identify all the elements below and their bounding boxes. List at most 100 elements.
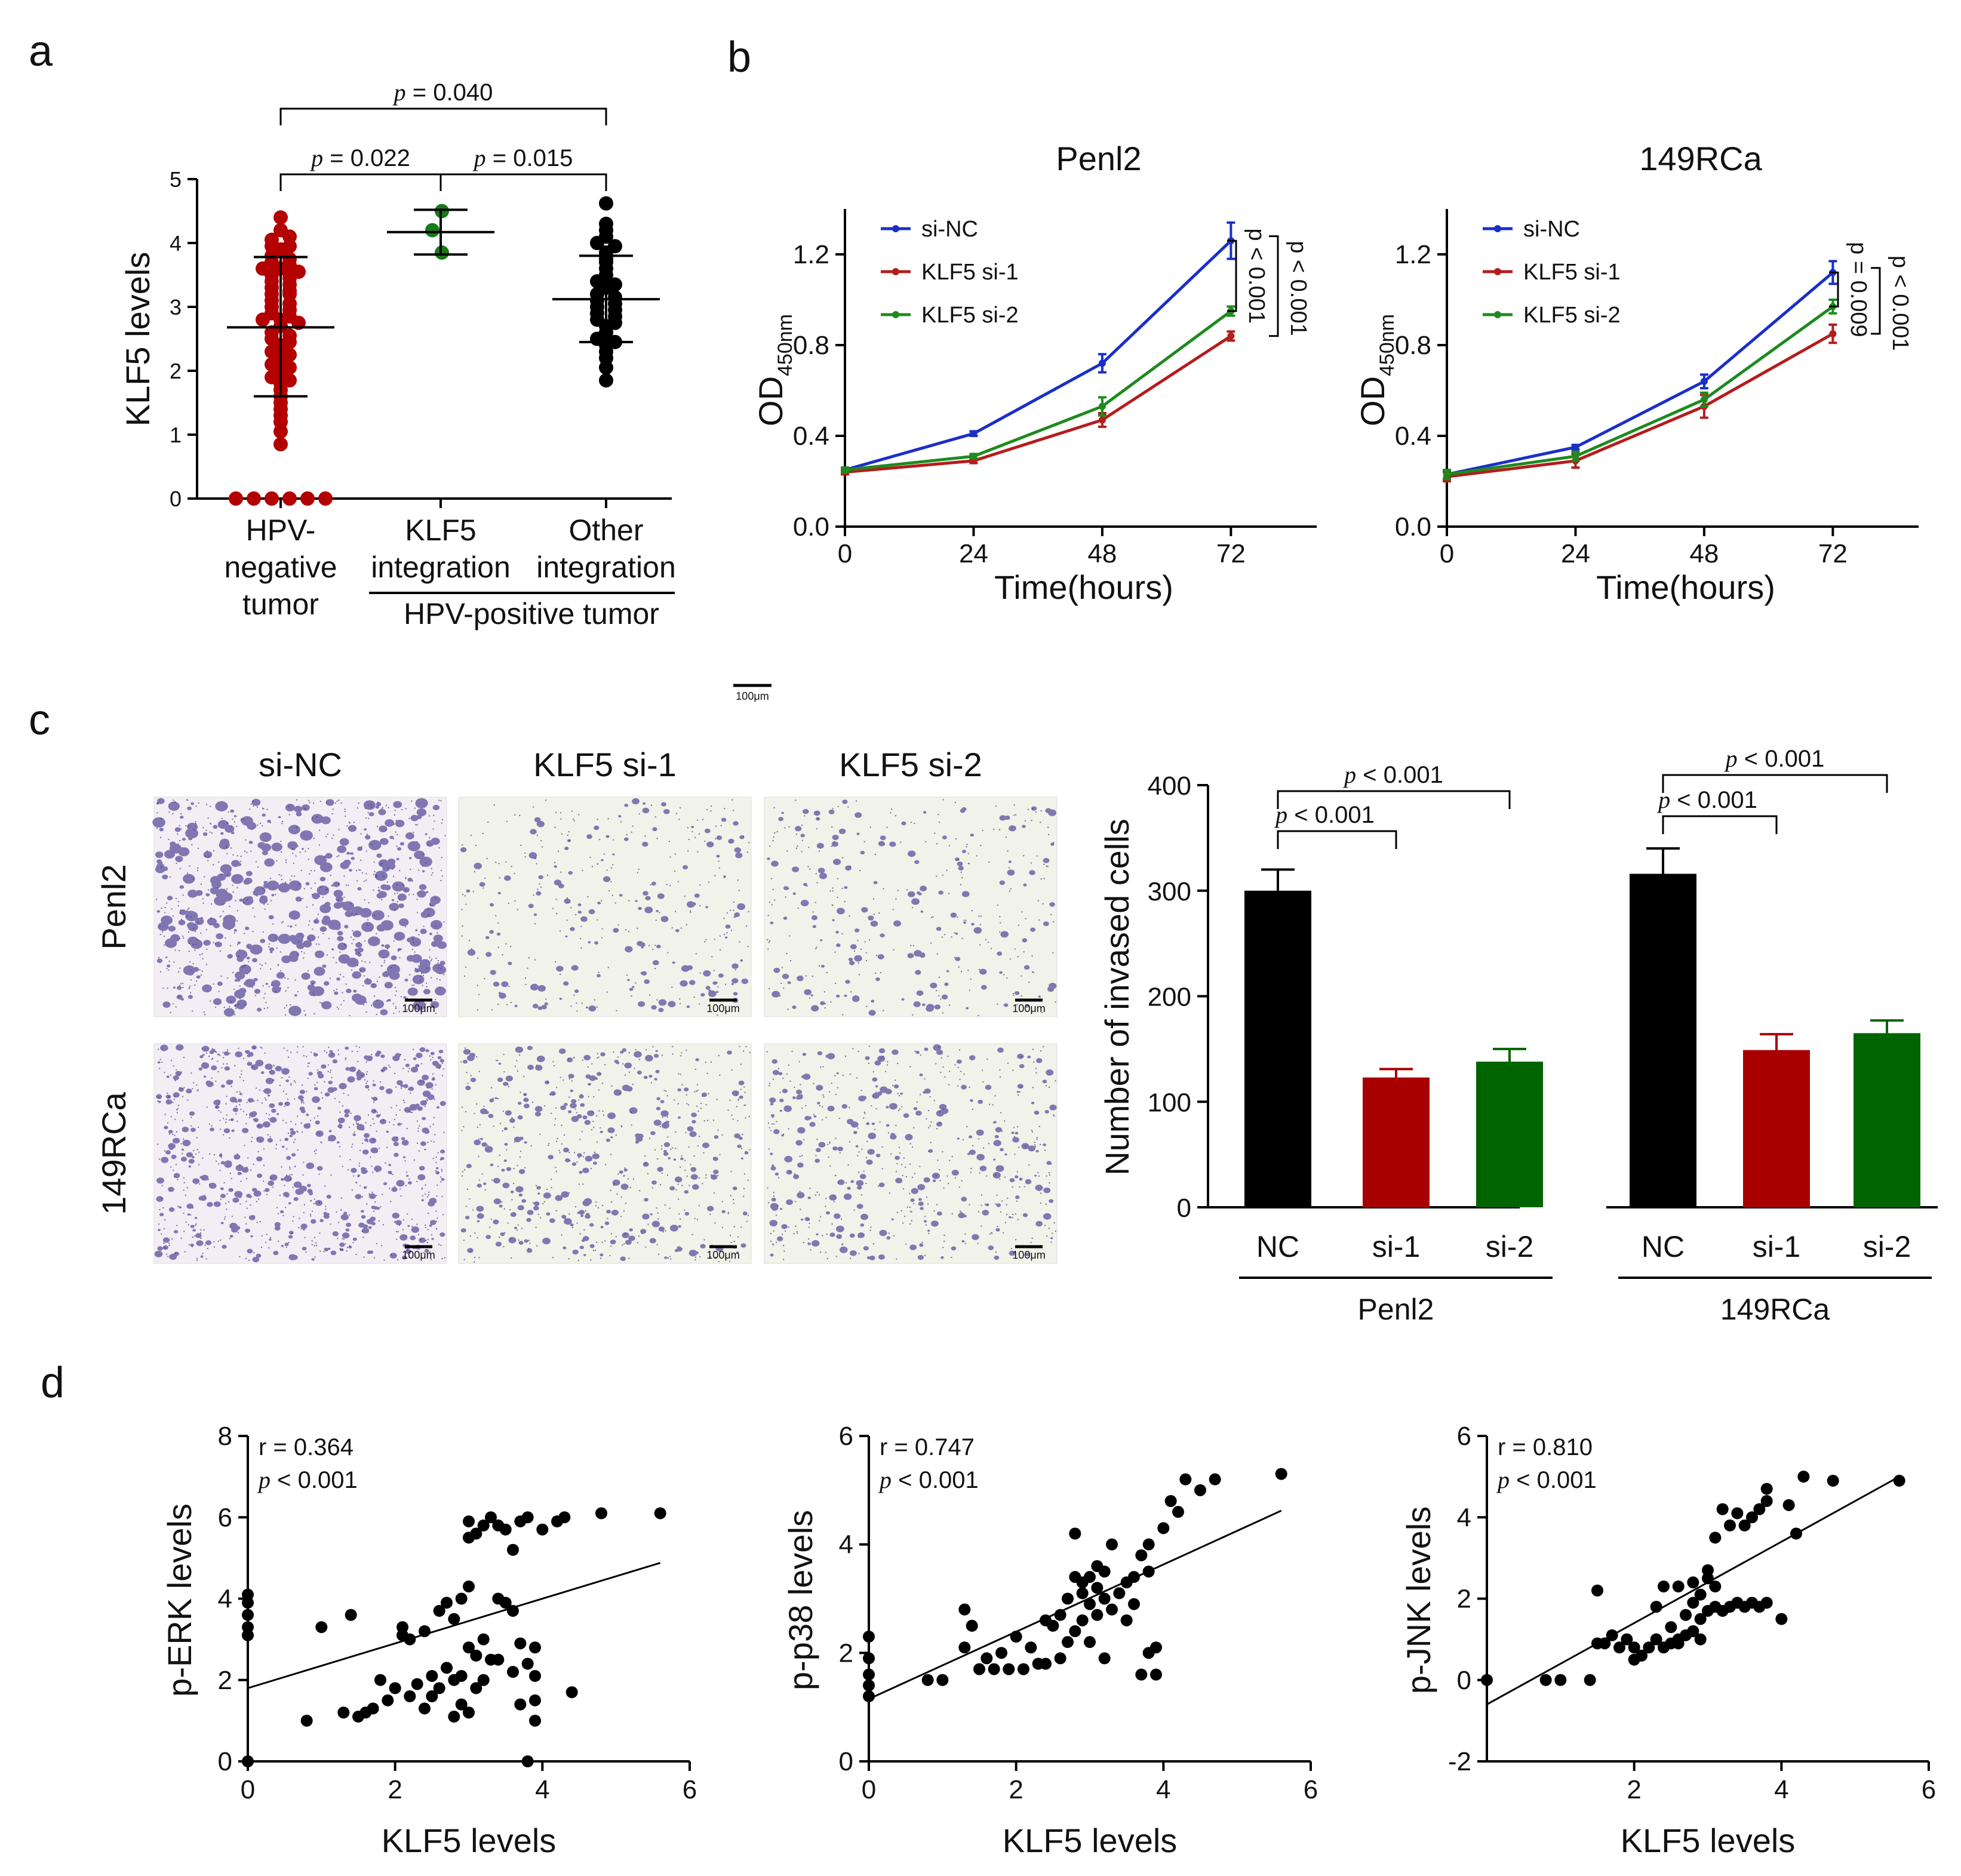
comparison-bracket bbox=[439, 173, 607, 191]
data-point bbox=[1797, 1471, 1810, 1483]
data-point bbox=[470, 1649, 482, 1662]
y-tick-label: 0 bbox=[1457, 1666, 1471, 1695]
data-point bbox=[448, 1711, 460, 1723]
data-point bbox=[980, 1652, 993, 1665]
data-point bbox=[599, 373, 613, 388]
panel-a-dotplot: 0 1 2 3 4 5 KLF5 levels HPV-negative tumor KLF5 in… bbox=[119, 79, 676, 631]
data-point bbox=[426, 1669, 438, 1682]
correlation-p: p < 0.001 bbox=[257, 1466, 358, 1493]
data-point bbox=[841, 466, 849, 473]
data-point bbox=[300, 1714, 313, 1727]
data-point bbox=[1613, 1641, 1625, 1654]
y-tick-label: 2 bbox=[170, 359, 182, 383]
data-point bbox=[242, 1609, 254, 1621]
x-tick-label: 6 bbox=[1304, 1775, 1318, 1804]
legend-marker bbox=[892, 311, 899, 318]
x-tick-label: 0 bbox=[838, 539, 852, 568]
micrograph-background bbox=[458, 796, 752, 1017]
row-title: Penl2 bbox=[95, 864, 133, 949]
legend-label: KLF5 si-2 bbox=[1523, 303, 1621, 328]
data-point bbox=[1150, 1668, 1162, 1681]
category-label: negative bbox=[224, 551, 337, 584]
data-point bbox=[599, 360, 613, 375]
data-point bbox=[536, 1523, 549, 1536]
y-tick-label: 8 bbox=[218, 1422, 232, 1451]
series-line bbox=[844, 239, 1232, 472]
data-point bbox=[1760, 1483, 1773, 1495]
data-point bbox=[1760, 1495, 1773, 1507]
data-point bbox=[1084, 1598, 1096, 1610]
data-point bbox=[1702, 1564, 1714, 1576]
micrograph-background bbox=[764, 1043, 1058, 1264]
micrograph-1-1: 100μm bbox=[458, 1043, 752, 1264]
y-axis-label: KLF5 levels bbox=[119, 252, 156, 427]
comparison-label: p < 0.001 bbox=[1274, 801, 1375, 828]
data-point bbox=[411, 1678, 423, 1690]
data-point bbox=[1098, 416, 1106, 424]
x-tick-label: 4 bbox=[1774, 1775, 1788, 1804]
data-point bbox=[1636, 1649, 1648, 1662]
y-axis-label: p-p38 levels bbox=[782, 1510, 819, 1690]
data-point bbox=[265, 491, 279, 506]
micrograph-0-0: 100μm bbox=[152, 796, 447, 1017]
data-point bbox=[470, 1527, 482, 1540]
data-point bbox=[1650, 1633, 1662, 1646]
data-point bbox=[470, 1682, 482, 1694]
data-point bbox=[1091, 1582, 1104, 1594]
comparison-bracket bbox=[279, 173, 442, 191]
data-point bbox=[367, 1702, 379, 1715]
data-point bbox=[345, 1609, 357, 1621]
data-point bbox=[300, 491, 315, 506]
data-point bbox=[863, 1679, 875, 1692]
data-point bbox=[1275, 1468, 1287, 1480]
category-label: integration bbox=[536, 551, 676, 584]
panel-label-b: b bbox=[727, 33, 751, 81]
y-tick-label: 4 bbox=[218, 1585, 232, 1614]
correlation-r: r = 0.747 bbox=[880, 1434, 975, 1460]
data-point bbox=[1738, 1519, 1751, 1531]
data-point bbox=[485, 1511, 497, 1524]
data-point bbox=[529, 1714, 541, 1727]
legend-marker bbox=[1494, 225, 1501, 232]
data-point bbox=[1539, 1674, 1552, 1686]
bar bbox=[1363, 1077, 1430, 1207]
comparison-label: p = 0.015 bbox=[472, 144, 573, 171]
data-point bbox=[1091, 1560, 1104, 1572]
data-point bbox=[1709, 1580, 1722, 1593]
data-point bbox=[273, 210, 288, 225]
data-point bbox=[1700, 377, 1708, 385]
data-point bbox=[1062, 1636, 1074, 1649]
y-tick-label: 0.4 bbox=[1395, 422, 1431, 451]
data-point bbox=[1135, 1549, 1148, 1561]
data-point bbox=[1709, 1531, 1722, 1544]
data-point bbox=[1782, 1499, 1795, 1511]
data-point bbox=[1091, 1609, 1104, 1621]
column-title: si-NC bbox=[259, 746, 342, 783]
panel-d-pjnk-scatter: -2 0 2 4 6 2 4 6 KLF5 levels p-JNK levels r = 0.81… bbox=[1400, 1422, 1936, 1859]
category-label: tumor bbox=[242, 588, 319, 621]
data-point bbox=[1672, 1580, 1685, 1593]
bar bbox=[1743, 1050, 1810, 1207]
column-title: KLF5 si-1 bbox=[533, 746, 677, 783]
category-label: integration bbox=[371, 551, 511, 584]
y-tick-label: 0.8 bbox=[1395, 331, 1431, 360]
data-point bbox=[282, 491, 297, 506]
scale-bar-label: 100μm bbox=[736, 690, 769, 702]
data-point bbox=[1753, 1503, 1766, 1515]
data-point bbox=[1120, 1614, 1133, 1626]
data-point bbox=[514, 1637, 527, 1650]
data-point bbox=[1076, 1614, 1089, 1626]
data-point bbox=[229, 491, 243, 506]
legend-label: si-NC bbox=[921, 217, 978, 242]
data-point bbox=[433, 1682, 445, 1694]
correlation-p: p < 0.001 bbox=[1496, 1466, 1597, 1493]
y-tick-label: 6 bbox=[1457, 1422, 1471, 1451]
data-point bbox=[242, 1597, 254, 1609]
category-label: KLF5 bbox=[405, 513, 477, 547]
data-point bbox=[1047, 1619, 1059, 1632]
micrograph-0-2: 100μm bbox=[764, 796, 1058, 1017]
panel-label-c: c bbox=[29, 696, 50, 744]
data-point bbox=[455, 1669, 468, 1682]
x-tick-label: 24 bbox=[1561, 539, 1590, 568]
